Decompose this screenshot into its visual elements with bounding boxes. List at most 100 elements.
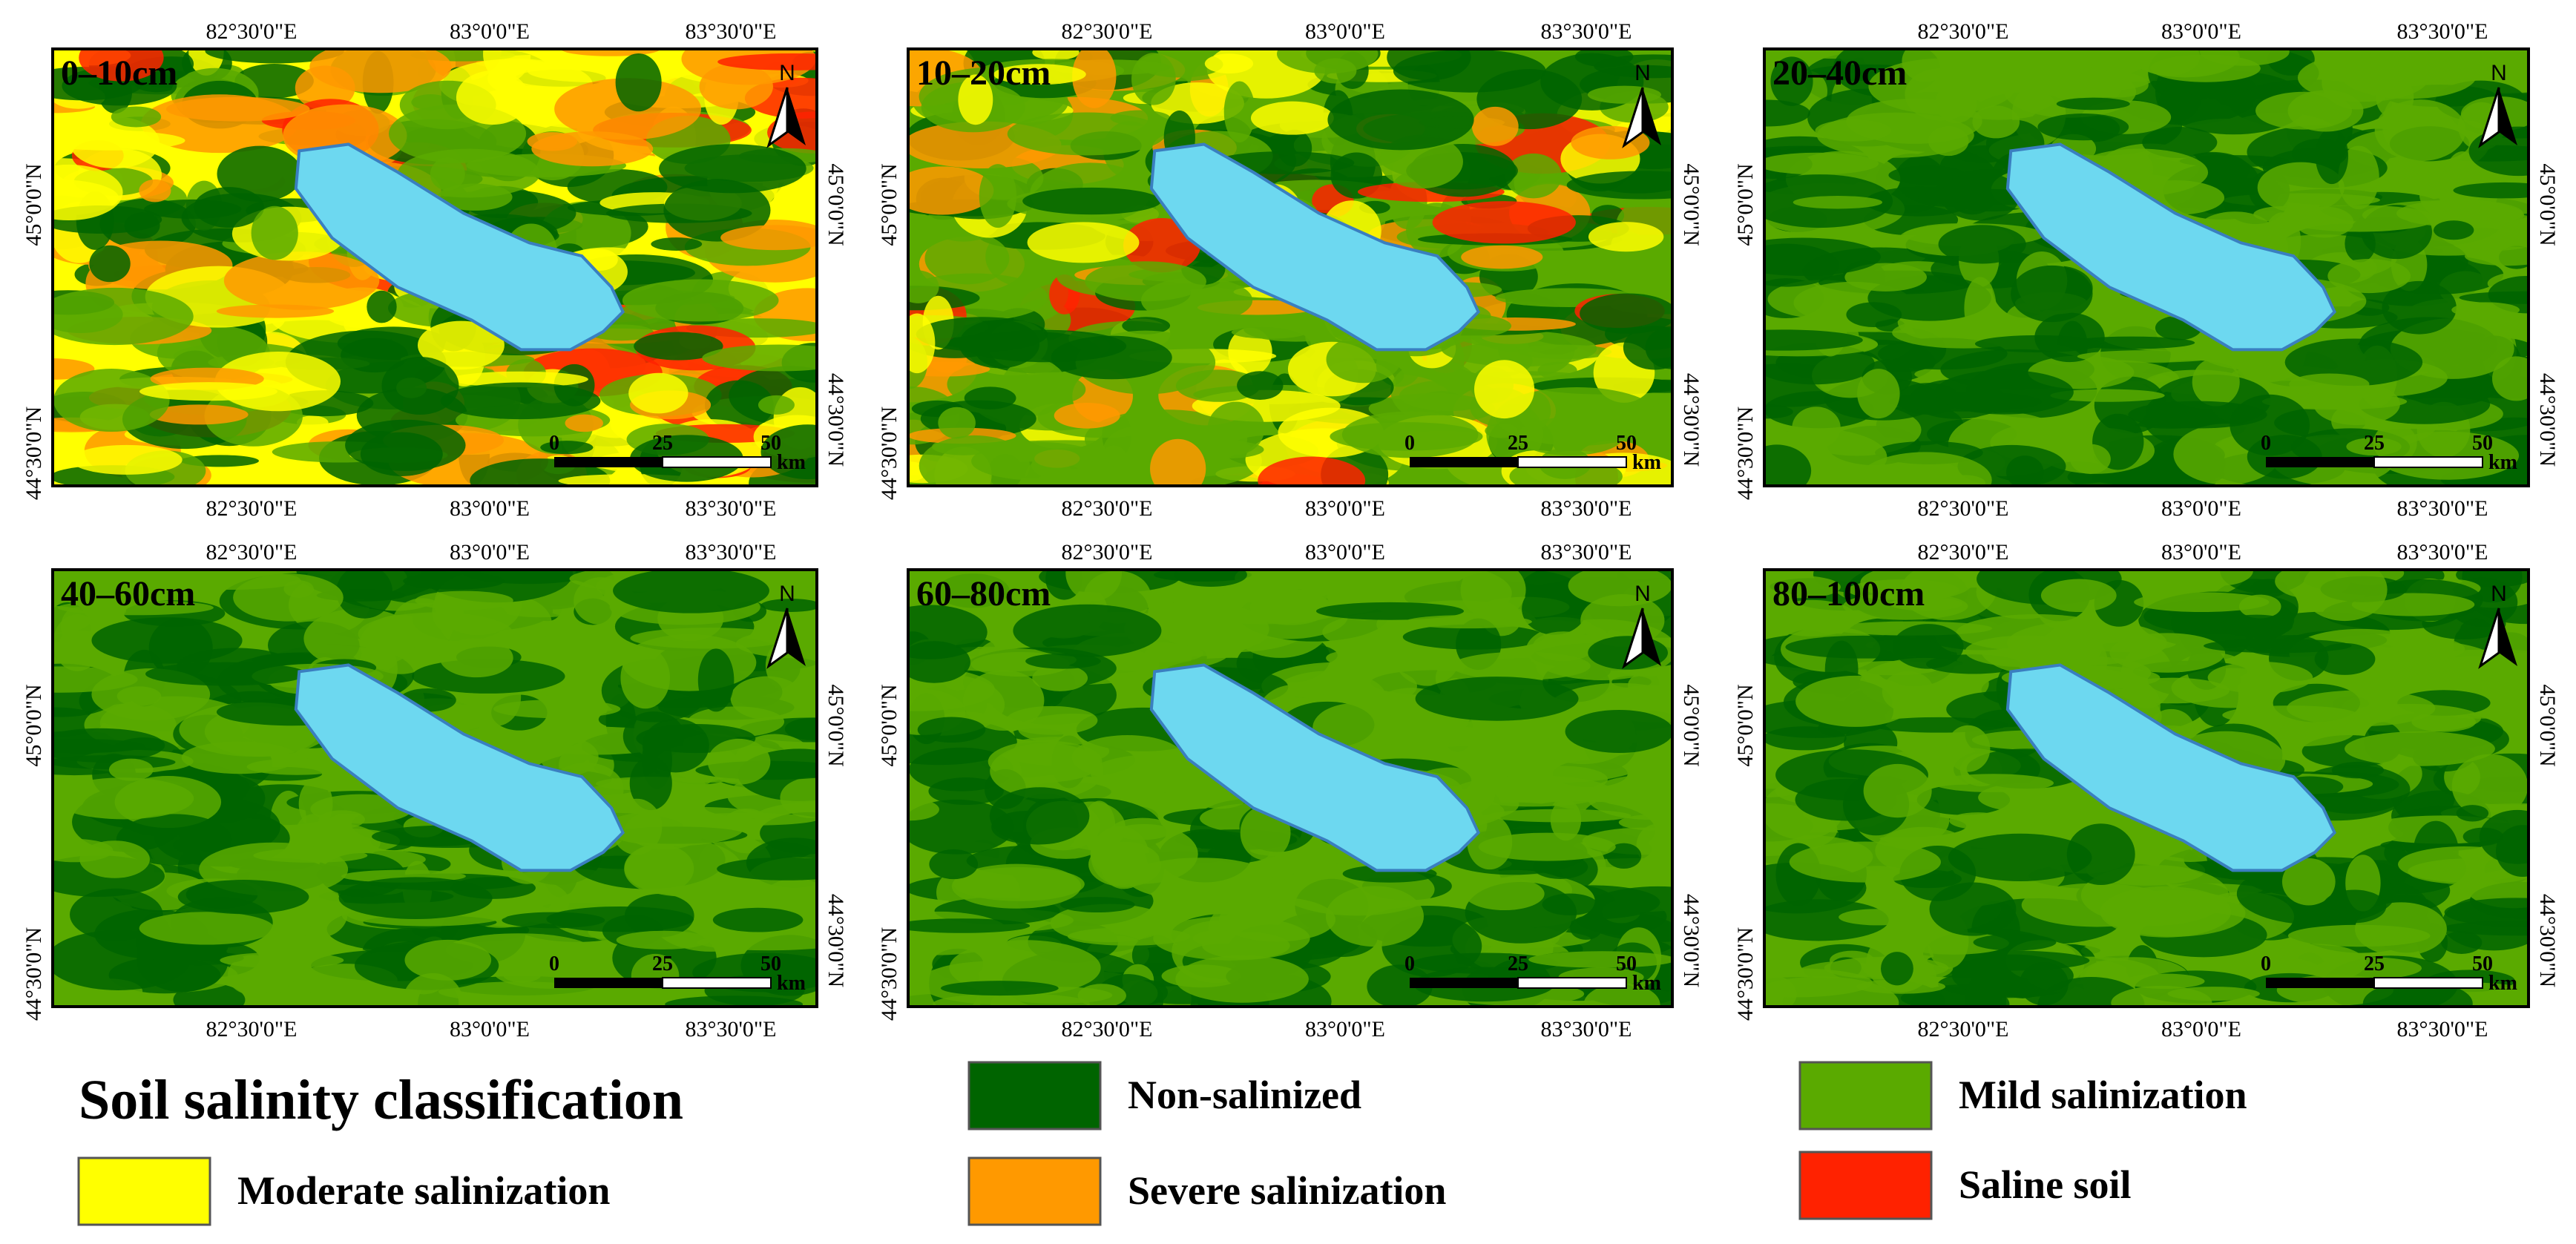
raster-patch [456,70,530,125]
raster-patch [760,424,817,480]
raster-patch [916,317,1048,352]
raster-patch [2456,805,2489,822]
raster-patch [780,777,817,818]
raster-patch [1315,602,1464,620]
scale-label: 0 [1404,432,1415,455]
raster-patch [1566,171,1672,200]
raster-patch [1404,615,1532,629]
raster-patch [2019,962,2069,1006]
scale-label: 0 [549,952,559,975]
raster-patch [989,787,1090,845]
scale-bar-black [2266,978,2374,988]
raster-patch [437,183,513,211]
raster-patch [735,629,817,659]
raster-patch [1487,809,1632,823]
raster-patch [415,590,513,611]
scale-label: 50 [760,952,781,975]
raster-patch [439,638,513,678]
raster-patch [2134,592,2270,613]
raster-patch [1022,187,1162,215]
raster-patch [924,232,1010,285]
scale-label: 25 [652,432,673,455]
y-coord-right: 44°30'0"N [1679,894,1703,987]
raster-patch [1277,129,1312,167]
raster-patch [1764,152,1879,175]
raster-patch [1432,201,1576,244]
x-coord-bottom: 82°30'0"E [1062,496,1153,521]
raster-patch [417,320,505,370]
scale-bar-black [1410,978,1518,988]
scale-label: 50 [2472,432,2493,455]
x-coord-bottom: 83°0'0"E [1305,1017,1385,1041]
raster-patch [194,187,264,228]
x-coord-top: 82°30'0"E [1062,19,1153,44]
raster-patch [1764,329,1863,351]
raster-patch [1330,422,1483,451]
raster-patch [318,810,365,829]
raster-patch [929,849,979,880]
y-coord-left: 45°0'0"N [22,684,46,766]
raster-patch [1580,293,1672,334]
legend-title: Soil salinity classification [79,1069,683,1131]
raster-patch [554,78,701,140]
raster-patch [2346,437,2402,456]
raster-patch [697,934,817,951]
raster [908,570,1672,1007]
x-coord-top: 83°0'0"E [450,19,530,44]
raster-patch [917,717,986,743]
raster-patch [1110,110,1171,126]
raster-patch [338,877,493,920]
raster-patch [702,344,817,372]
raster-patch [651,237,703,251]
raster-patch [139,382,278,401]
raster-patch [1816,112,1974,158]
legend-label: Non-salinized [1128,1073,1361,1117]
raster-patch [1144,645,1203,662]
raster-patch [1051,335,1172,380]
raster-patch [108,758,154,781]
y-coord-left: 44°30'0"N [877,407,901,500]
raster-patch [699,63,773,110]
raster-patch [2040,579,2117,613]
raster-patch [403,572,505,590]
raster-patch [1949,812,2006,829]
raster-patch [79,49,164,82]
lake [1149,142,1481,352]
raster-patch [1473,360,1535,419]
north-label: N [779,582,795,606]
raster-patch [717,53,817,70]
raster-patch [2006,455,2044,486]
raster-patch [2345,731,2495,766]
raster-patch [1005,705,1098,735]
raster-patch [908,270,939,303]
raster-patch [53,777,194,820]
raster-patch [1441,330,1597,367]
lake [294,142,625,352]
y-coord-left: 45°0'0"N [1733,163,1758,246]
raster-patch [53,164,123,221]
raster-patch [1858,452,1992,486]
raster-patch [53,739,145,754]
x-coord-top: 82°30'0"E [206,540,298,565]
legend-swatch [967,1156,1102,1226]
y-coord-right: 44°30'0"N [1679,373,1703,467]
raster-patch [165,96,310,122]
raster-patch [2464,246,2529,266]
raster-patch [1314,58,1357,84]
raster-patch [2077,350,2219,363]
raster-patch [1122,317,1171,335]
raster-patch [2200,49,2290,66]
scale-unit: km [2488,451,2517,474]
scale-label: 50 [760,432,781,455]
x-coord-top: 83°30'0"E [686,19,777,44]
raster-patch [1795,675,1916,727]
scale-label: 50 [2472,952,2493,975]
raster-patch [1946,725,1991,772]
raster-patch [940,981,1059,996]
raster-patch [720,225,817,251]
raster-patch [403,973,463,1007]
raster-patch [1174,570,1247,587]
y-coord-right: 45°0'0"N [1679,684,1703,766]
raster-patch [1150,438,1206,486]
